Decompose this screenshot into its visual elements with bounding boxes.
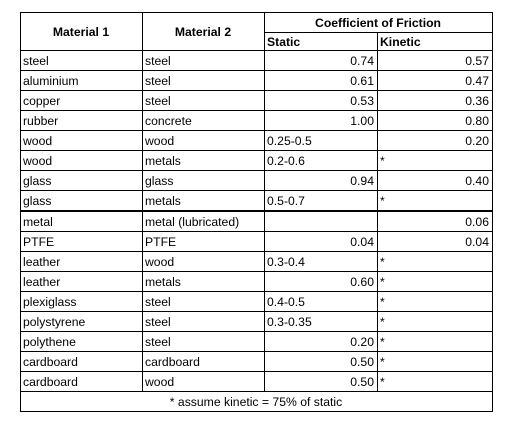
material-1-cell: cardboard [20, 351, 143, 372]
kinetic-cell: * [377, 351, 493, 372]
material-1-cell: glass [20, 190, 143, 212]
static-cell: 0.25-0.5 [264, 130, 378, 151]
kinetic-cell: * [377, 331, 493, 352]
kinetic-cell: 0.04 [377, 231, 493, 252]
kinetic-cell: 0.57 [377, 50, 493, 71]
material-2-cell: PTFE [142, 231, 265, 252]
material-1-cell: aluminium [20, 70, 143, 91]
material-2-cell: steel [142, 70, 265, 91]
material-1-cell: glass [20, 170, 143, 191]
header-static: Static [264, 32, 378, 51]
header-coefficient: Coefficient of Friction [264, 12, 493, 33]
static-cell: 0.61 [264, 70, 378, 91]
header-material-2: Material 2 [142, 12, 265, 51]
table-body: steel steel 0.74 0.57 aluminium steel 0.61 0.47… [20, 50, 493, 392]
static-cell: 0.53 [264, 90, 378, 111]
material-2-cell: wood [142, 251, 265, 272]
material-1-cell: leather [20, 251, 143, 272]
material-1-cell: rubber [20, 110, 143, 131]
material-2-cell: steel [142, 291, 265, 312]
static-cell: 0.74 [264, 50, 378, 71]
footnote: * assume kinetic = 75% of static [20, 391, 493, 412]
table-row: glass metals 0.5-0.7 * [20, 190, 493, 212]
kinetic-cell: * [377, 150, 493, 171]
material-1-cell: leather [20, 271, 143, 292]
table-row: rubber concrete 1.00 0.80 [20, 110, 493, 131]
table-row: PTFE PTFE 0.04 0.04 [20, 231, 493, 252]
header-kinetic: Kinetic [377, 32, 493, 51]
table-row: polythene steel 0.20 * [20, 331, 493, 352]
material-2-cell: metals [142, 271, 265, 292]
kinetic-cell: 0.36 [377, 90, 493, 111]
material-2-cell: steel [142, 331, 265, 352]
material-2-cell: cardboard [142, 351, 265, 372]
material-2-cell: concrete [142, 110, 265, 131]
kinetic-cell: * [377, 251, 493, 272]
friction-table: Material 1 Material 2 Coefficient of Fri… [20, 12, 493, 412]
material-1-cell: metal [20, 210, 143, 232]
material-2-cell: metals [142, 190, 265, 212]
static-cell: 1.00 [264, 110, 378, 131]
table-row: polystyrene steel 0.3-0.35 * [20, 311, 493, 332]
kinetic-cell: 0.20 [377, 130, 493, 151]
kinetic-cell: * [377, 371, 493, 392]
static-cell: 0.4-0.5 [264, 291, 378, 312]
table-row: cardboard wood 0.50 * [20, 371, 493, 392]
table-row: cardboard cardboard 0.50 * [20, 351, 493, 372]
table-row: copper steel 0.53 0.36 [20, 90, 493, 111]
material-1-cell: wood [20, 150, 143, 171]
material-2-cell: steel [142, 311, 265, 332]
static-cell: 0.2-0.6 [264, 150, 378, 171]
material-2-cell: wood [142, 130, 265, 151]
table-row: plexiglass steel 0.4-0.5 * [20, 291, 493, 312]
kinetic-cell: 0.80 [377, 110, 493, 131]
kinetic-cell: * [377, 311, 493, 332]
kinetic-cell: 0.47 [377, 70, 493, 91]
static-cell: 0.60 [264, 271, 378, 292]
table-row: metal metal (lubricated) 0.06 [20, 210, 493, 232]
static-cell: 0.94 [264, 170, 378, 191]
static-cell: 0.3-0.35 [264, 311, 378, 332]
material-1-cell: wood [20, 130, 143, 151]
material-1-cell: steel [20, 50, 143, 71]
material-1-cell: plexiglass [20, 291, 143, 312]
table-row: wood wood 0.25-0.5 0.20 [20, 130, 493, 151]
static-cell: 0.5-0.7 [264, 190, 378, 212]
static-cell: 0.20 [264, 331, 378, 352]
table-row: wood metals 0.2-0.6 * [20, 150, 493, 171]
table-row: aluminium steel 0.61 0.47 [20, 70, 493, 91]
kinetic-cell: * [377, 291, 493, 312]
table-row: leather wood 0.3-0.4 * [20, 251, 493, 272]
kinetic-cell: 0.06 [377, 210, 493, 232]
material-2-cell: steel [142, 90, 265, 111]
table-row: leather metals 0.60 * [20, 271, 493, 292]
material-2-cell: steel [142, 50, 265, 71]
kinetic-cell: 0.40 [377, 170, 493, 191]
material-1-cell: polythene [20, 331, 143, 352]
static-cell: 0.04 [264, 231, 378, 252]
header-material-1: Material 1 [20, 12, 143, 51]
material-1-cell: cardboard [20, 371, 143, 392]
material-2-cell: wood [142, 371, 265, 392]
material-1-cell: polystyrene [20, 311, 143, 332]
material-2-cell: metal (lubricated) [142, 210, 265, 232]
static-cell [264, 210, 378, 232]
table-row: steel steel 0.74 0.57 [20, 50, 493, 71]
material-2-cell: metals [142, 150, 265, 171]
table-row: glass glass 0.94 0.40 [20, 170, 493, 191]
kinetic-cell: * [377, 271, 493, 292]
material-1-cell: copper [20, 90, 143, 111]
static-cell: 0.3-0.4 [264, 251, 378, 272]
material-2-cell: glass [142, 170, 265, 191]
static-cell: 0.50 [264, 371, 378, 392]
static-cell: 0.50 [264, 351, 378, 372]
kinetic-cell: * [377, 190, 493, 212]
material-1-cell: PTFE [20, 231, 143, 252]
